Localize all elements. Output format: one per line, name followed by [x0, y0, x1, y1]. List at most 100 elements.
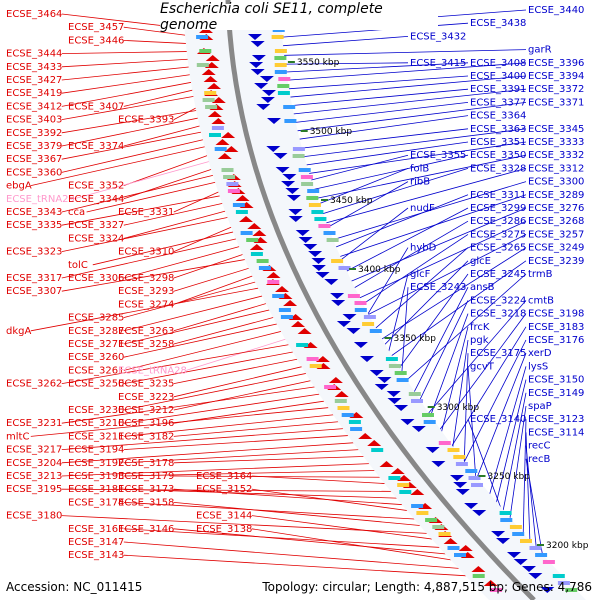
left-gene-label: ECSE_3419 — [6, 88, 62, 99]
forward-feature-arrow — [207, 111, 222, 117]
forward-feature-arrow — [390, 468, 405, 474]
left-gene-label: ECSE_3231 — [6, 418, 62, 429]
right-connector-line — [265, 62, 409, 65]
left-connector-line — [123, 320, 291, 358]
annotation-block — [292, 147, 305, 151]
left-gene-label: ECSE_3331 — [118, 207, 174, 218]
reverse-feature-arrow — [411, 426, 426, 432]
left-gene-label: cca — [68, 207, 85, 218]
forward-feature-arrow — [315, 356, 330, 362]
forward-feature-arrow — [203, 76, 218, 82]
left-connector-line — [123, 391, 333, 424]
annotation-block — [274, 63, 287, 67]
left-gene-label: ECSE_3335 — [6, 220, 62, 231]
forward-feature-arrow — [443, 538, 458, 544]
right-gene-label: ECSE_3149 — [528, 388, 584, 399]
left-connector-line — [61, 235, 250, 279]
forward-feature-arrow — [199, 27, 213, 33]
right-gene-label: ECSE_3245 — [470, 269, 526, 280]
right-gene-label: ECSE_3114 — [528, 427, 584, 438]
reverse-feature-arrow — [267, 118, 281, 124]
annotation-block — [258, 266, 271, 270]
reverse-feature-arrow — [425, 447, 440, 453]
genome-summary: Topology: circular; Length: 4,887,515 bp… — [262, 580, 592, 594]
annotation-block — [306, 196, 319, 200]
right-connector-line — [499, 392, 527, 529]
left-gene-label: ECSE_3261 — [68, 365, 124, 376]
right-connector-line — [417, 300, 527, 426]
map-title: Escherichia coli SE11, complete genome — [160, 1, 438, 33]
left-gene-label: dkgA — [6, 326, 31, 337]
reverse-feature-arrow — [250, 41, 265, 47]
left-gene-label: ECSE_3161 — [68, 524, 124, 535]
reverse-feature-arrow — [331, 300, 346, 306]
forward-feature-arrow — [328, 377, 343, 383]
left-gene-label: ECSE_3211 — [68, 431, 124, 442]
annotation-block — [308, 203, 321, 207]
right-connector-line — [405, 287, 469, 409]
left-gene-label: ECSE_3164 — [196, 471, 252, 482]
annotation-block — [196, 35, 209, 39]
left-connector-line — [123, 327, 295, 371]
annotation-block — [314, 217, 327, 221]
forward-feature-arrow — [283, 300, 298, 306]
left-connector-line — [173, 263, 262, 292]
right-gene-label: ECSE_3440 — [528, 5, 584, 16]
right-gene-label: ECSE_3333 — [528, 137, 584, 148]
right-connector-line — [282, 128, 469, 151]
left-gene-label: ECSE_3193 — [68, 471, 124, 482]
right-connector-line — [269, 75, 469, 91]
right-connector-line — [263, 36, 409, 48]
annotation-block — [196, 63, 209, 67]
left-gene-label: ECSE_3263 — [118, 326, 174, 337]
right-connector-line — [372, 260, 469, 358]
left-gene-label: ECSE_3144 — [196, 511, 252, 522]
left-gene-label: ECSE_3352 — [68, 181, 124, 192]
right-gene-label: ECSE_3328 — [470, 163, 526, 174]
annotation-block — [298, 168, 311, 172]
right-gene-label: ECSE_3351 — [470, 137, 526, 148]
annotation-block — [267, 280, 280, 284]
reverse-feature-arrow — [248, 34, 262, 40]
annotation-block — [256, 259, 269, 263]
right-gene-label: ECSE_3175 — [470, 348, 526, 359]
annotation-block — [283, 105, 296, 109]
annotation-block — [277, 91, 290, 95]
gene-labels: ECSE_3464 ECSE_3457 ECSE_3446 ECSE_3444 ECSE… — [6, 5, 584, 561]
left-connector-line — [61, 65, 204, 81]
left-connector-line — [251, 475, 401, 485]
right-gene-label: ECSE_3345 — [528, 124, 584, 135]
left-gene-label: ECSE_3143 — [68, 550, 124, 561]
right-connector-line — [388, 273, 469, 383]
annotation-block — [397, 483, 410, 487]
right-gene-label: glcE — [470, 256, 491, 267]
left-connector-line — [61, 114, 213, 147]
annotation-block — [423, 420, 436, 424]
reverse-feature-arrow — [369, 370, 384, 376]
left-gene-label: ECSE_3260 — [68, 352, 124, 363]
annotation-block — [324, 385, 337, 389]
left-gene-label: ECSE_3173 — [118, 484, 174, 495]
reverse-feature-arrow — [386, 391, 401, 397]
tick-label: 3250 kbp — [488, 472, 531, 482]
right-gene-label: ECSE_3363 — [470, 124, 526, 135]
annotation-block — [274, 49, 287, 53]
genome-backbone — [225, 0, 536, 602]
annotation-block — [209, 133, 221, 137]
forward-feature-arrow — [207, 83, 221, 89]
left-gene-label: ECSE_3250 — [68, 379, 124, 390]
right-connector-line — [272, 88, 469, 108]
forward-feature-arrow — [458, 545, 473, 551]
right-connector-line — [280, 115, 469, 143]
annotation-block — [542, 560, 555, 564]
left-gene-label: ECSE_3271 — [68, 339, 124, 350]
left-connector-line — [30, 285, 272, 332]
annotation-block — [557, 581, 570, 585]
right-gene-label: cmtB — [528, 295, 554, 306]
forward-feature-arrow — [483, 580, 498, 586]
left-gene-label: ECSE_3262 — [6, 379, 62, 390]
left-connector-line — [123, 207, 239, 239]
annotation-block — [520, 539, 532, 543]
right-connector-line — [270, 75, 527, 100]
left-connector-line — [173, 313, 287, 345]
